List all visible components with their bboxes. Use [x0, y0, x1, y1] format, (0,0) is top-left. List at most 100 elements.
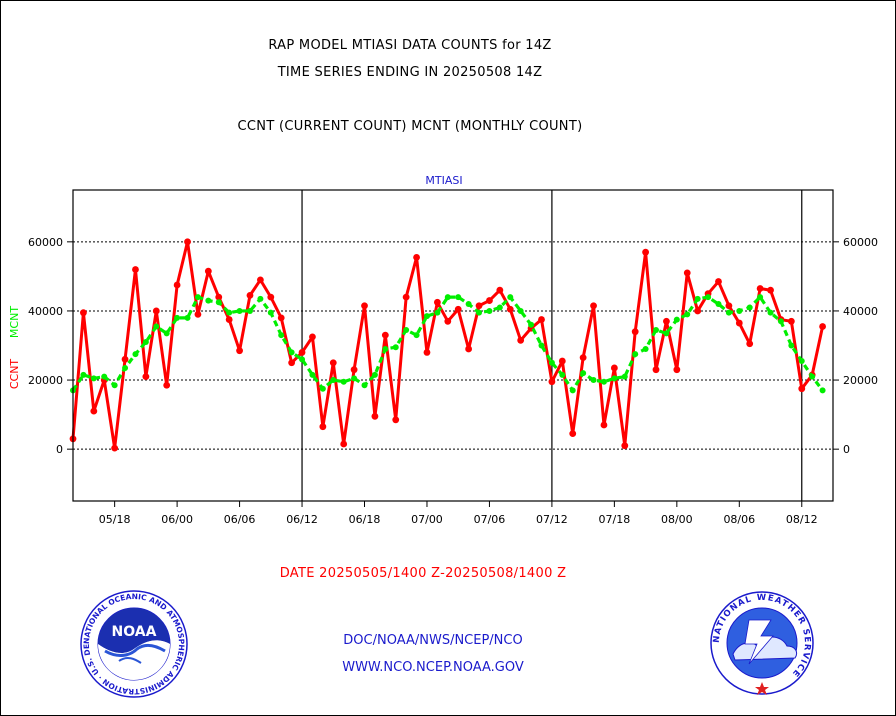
x-tick-label: 06/06: [224, 513, 256, 526]
ccnt-point: [756, 285, 764, 292]
ccnt-point: [486, 297, 493, 304]
x-tick-label: 07/00: [411, 513, 443, 526]
y-tick-label-right: 60000: [843, 236, 878, 249]
x-tick-label: 08/12: [786, 513, 818, 526]
ccnt-point: [683, 269, 691, 277]
ccnt-point: [787, 317, 795, 325]
mcnt-point: [819, 387, 826, 394]
ccnt-point: [694, 307, 702, 315]
mcnt-point: [569, 387, 576, 394]
mcnt-point: [663, 330, 670, 337]
y-tick-label-left: 20000: [28, 374, 63, 387]
mcnt-point: [153, 323, 160, 330]
ccnt-point: [444, 317, 452, 325]
ccnt-point: [673, 366, 681, 374]
ccnt-point: [371, 412, 379, 420]
ccnt-point: [642, 248, 650, 256]
ccnt-point: [256, 276, 264, 284]
y-axis-label-ccnt: CCNT: [8, 359, 21, 390]
ccnt-point: [621, 442, 629, 450]
mcnt-point: [767, 309, 774, 316]
mcnt-point: [798, 358, 805, 365]
mcnt-point: [538, 342, 545, 349]
ccnt-point: [194, 311, 202, 318]
mcnt-point: [694, 295, 701, 302]
ccnt-point: [569, 430, 577, 438]
mcnt-point: [413, 332, 420, 339]
x-tick-label: 08/06: [723, 513, 755, 526]
x-tick-label: 06/12: [286, 513, 318, 526]
mcnt-point: [548, 359, 555, 366]
mcnt-point: [267, 309, 274, 316]
ccnt-point: [350, 366, 358, 374]
x-tick-label: 07/12: [536, 513, 568, 526]
ccnt-point: [152, 307, 160, 315]
ccnt-point: [298, 349, 306, 356]
ccnt-point: [184, 238, 191, 246]
mcnt-point: [330, 377, 337, 384]
mcnt-point: [90, 375, 97, 382]
mcnt-point: [299, 356, 306, 363]
mcnt-point: [611, 375, 618, 382]
y-tick-label-right: 0: [843, 443, 850, 456]
mcnt-point: [486, 307, 493, 314]
ccnt-point: [746, 340, 754, 348]
mcnt-point: [673, 316, 680, 323]
mcnt-point: [632, 351, 639, 358]
ccnt-point: [163, 381, 171, 389]
grid-layer: [73, 241, 833, 450]
org-label[interactable]: DOC/NOAA/NWS/NCEP/NCO: [343, 633, 523, 648]
mcnt-point: [257, 295, 264, 302]
ccnt-point: [663, 317, 670, 325]
chart-title-line1: RAP MODEL MTIASI DATA COUNTS for 14Z: [268, 38, 552, 53]
x-tick-label: 08/00: [661, 513, 693, 526]
ccnt-point: [475, 302, 483, 310]
ccnt-point: [309, 333, 316, 341]
ccnt-point: [433, 298, 441, 306]
ccnt-point: [496, 286, 504, 294]
ccnt-point: [548, 378, 556, 386]
mcnt-point: [684, 311, 691, 318]
mcnt-point: [246, 307, 253, 314]
ccnt-point: [517, 336, 525, 344]
mcnt-point: [746, 304, 753, 311]
date-range-label: DATE 20250505/1400 Z-20250508/1400 Z: [279, 566, 567, 581]
mcnt-point: [382, 345, 389, 352]
ccnt-point: [80, 309, 87, 317]
mcnt-point: [621, 373, 628, 380]
mcnt-point: [403, 326, 410, 333]
website-link[interactable]: WWW.NCO.NCEP.NOAA.GOV: [342, 660, 524, 675]
nws-logo: NATIONAL WEATHER SERVICE: [710, 591, 814, 695]
mcnt-point: [507, 294, 514, 301]
ccnt-point: [225, 316, 233, 323]
ccnt-point: [288, 359, 296, 367]
ccnt-point: [465, 345, 473, 353]
ccnt-point: [590, 302, 597, 310]
panel-title: MTIASI: [425, 174, 462, 187]
ccnt-point: [132, 266, 139, 273]
mcnt-point: [642, 345, 649, 352]
ccnt-point: [538, 316, 545, 323]
mcnt-point: [142, 339, 149, 346]
y-axis-label-mcnt: MCNT: [8, 306, 21, 338]
series-layer: [69, 238, 826, 452]
mcnt-point: [226, 309, 233, 316]
ccnt-point: [423, 349, 431, 356]
ccnt-point: [246, 291, 254, 299]
ccnt-point: [402, 293, 410, 301]
mcnt-point: [455, 294, 462, 301]
ccnt-point: [142, 373, 150, 380]
noaa-wordmark: NOAA: [112, 624, 157, 640]
mcnt-point: [465, 301, 472, 308]
mcnt-point: [725, 309, 732, 316]
ccnt-point: [454, 305, 462, 313]
mcnt-point: [122, 364, 129, 371]
ccnt-point: [173, 281, 181, 289]
ccnt-point: [319, 423, 327, 431]
ccnt-point: [819, 323, 826, 330]
ccnt-point: [413, 253, 420, 261]
ccnt-point: [340, 440, 348, 448]
mcnt-point: [736, 307, 743, 314]
mcnt-point: [705, 294, 712, 301]
